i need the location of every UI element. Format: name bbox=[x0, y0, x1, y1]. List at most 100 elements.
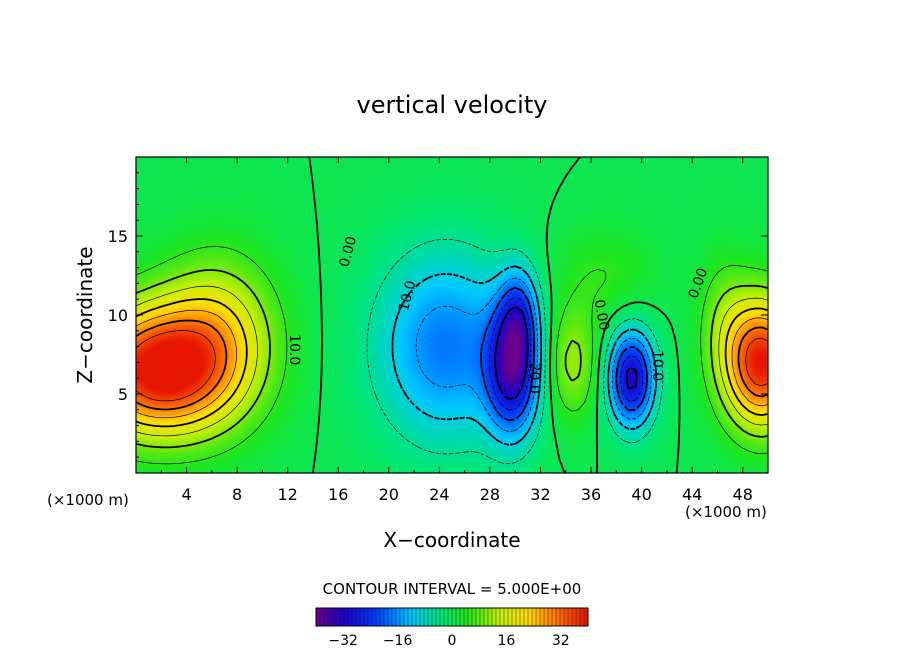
colorbar-cell bbox=[359, 607, 365, 627]
chart-title: vertical velocity bbox=[357, 91, 548, 119]
colorbar-cell bbox=[487, 607, 493, 627]
contour-level-25 bbox=[136, 309, 768, 419]
colorbar-tick-label: 0 bbox=[448, 633, 457, 649]
contour-level-neg15 bbox=[415, 277, 652, 432]
colorbar-cell bbox=[319, 607, 325, 627]
colorbar-cell bbox=[455, 607, 461, 627]
colorbar-tick-label: −32 bbox=[328, 633, 358, 649]
colorbar-cell bbox=[567, 607, 573, 627]
contour-label: 0.00 bbox=[337, 235, 361, 269]
y-tick-label: 5 bbox=[118, 385, 128, 404]
colorbar-cell bbox=[451, 607, 457, 627]
colorbar-cell bbox=[351, 607, 357, 627]
colorbar-cell bbox=[403, 607, 409, 627]
colorbar-cell bbox=[415, 607, 421, 627]
contour-label: 10.0 bbox=[649, 350, 665, 381]
colorbar-cell bbox=[571, 607, 577, 627]
y-tick-label: 15 bbox=[108, 227, 128, 246]
heatmap-field bbox=[136, 157, 768, 473]
x-tick-label: 4 bbox=[181, 485, 191, 504]
colorbar-cell bbox=[523, 607, 529, 627]
colorbar-cell bbox=[407, 607, 413, 627]
colorbar-cell bbox=[339, 607, 345, 627]
colorbar-cell bbox=[491, 607, 497, 627]
contour-interval-text: CONTOUR INTERVAL = 5.000E+00 bbox=[323, 580, 582, 598]
contour-level-neg25 bbox=[489, 296, 644, 411]
contour-label: 10.0 bbox=[396, 279, 420, 313]
colorbar-cell bbox=[467, 607, 473, 627]
y-axis-label: Z−coordinate bbox=[73, 246, 97, 383]
colorbar-cell bbox=[363, 607, 369, 627]
x-tick-label: 44 bbox=[682, 485, 702, 504]
colorbar-cell bbox=[347, 607, 353, 627]
colorbar-cell bbox=[575, 607, 581, 627]
colorbar-cell bbox=[543, 607, 549, 627]
colorbar-cell bbox=[499, 607, 505, 627]
colorbar-cell bbox=[367, 607, 373, 627]
x-tick-label: 48 bbox=[733, 485, 753, 504]
colorbar-cell bbox=[323, 607, 329, 627]
colorbar-cell bbox=[483, 607, 489, 627]
contour-level-10 bbox=[136, 269, 768, 449]
y-tick-label: 10 bbox=[108, 306, 128, 325]
x-tick-label: 16 bbox=[328, 485, 348, 504]
contour-level-15 bbox=[136, 285, 768, 437]
contour-level-35 bbox=[136, 330, 768, 402]
colorbar-cell bbox=[343, 607, 349, 627]
colorbar-frame bbox=[315, 607, 589, 627]
colorbar-cell bbox=[551, 607, 557, 627]
colorbar-cell bbox=[395, 607, 401, 627]
colorbar-cell bbox=[443, 607, 449, 627]
colorbar-cell bbox=[375, 607, 381, 627]
colorbar-cell bbox=[531, 607, 537, 627]
x-tick-label: 24 bbox=[429, 485, 449, 504]
colorbar-cell bbox=[335, 607, 341, 627]
x-tick-label: 28 bbox=[480, 485, 500, 504]
colorbar-cell bbox=[511, 607, 517, 627]
colorbar-tick-label: −16 bbox=[383, 633, 413, 649]
colorbar-cell bbox=[519, 607, 525, 627]
colorbar-cell bbox=[579, 607, 585, 627]
colorbar-cell bbox=[439, 607, 445, 627]
x-tick-label: 32 bbox=[530, 485, 550, 504]
colorbar-cell bbox=[411, 607, 417, 627]
colorbar-cell bbox=[507, 607, 513, 627]
colorbar-cell bbox=[419, 607, 425, 627]
colorbar-cell bbox=[331, 607, 337, 627]
colorbar-tick-label: 32 bbox=[552, 633, 570, 649]
colorbar-cell bbox=[503, 607, 509, 627]
colorbar-cell bbox=[539, 607, 545, 627]
colorbar: −32 −16 0 16 32 bbox=[315, 607, 589, 649]
colorbar-cell bbox=[399, 607, 405, 627]
x-tick-label: 12 bbox=[278, 485, 298, 504]
x-unit-left: (×1000 m) bbox=[47, 491, 129, 509]
colorbar-cell bbox=[471, 607, 477, 627]
colorbar-tick-label: 16 bbox=[497, 633, 515, 649]
colorbar-cell bbox=[527, 607, 533, 627]
colorbar-cell bbox=[431, 607, 437, 627]
colorbar-cell bbox=[387, 607, 393, 627]
contour-level-neg20 bbox=[480, 286, 648, 422]
colorbar-cell bbox=[423, 607, 429, 627]
colorbar-cell bbox=[547, 607, 553, 627]
contour-lines bbox=[136, 157, 768, 473]
colorbar-cell bbox=[427, 607, 433, 627]
x-axis-label: X−coordinate bbox=[383, 528, 520, 552]
contour-level-neg30 bbox=[494, 305, 638, 401]
colorbar-cell bbox=[555, 607, 561, 627]
x-unit-right: (×1000 m) bbox=[685, 503, 767, 521]
colorbar-cell bbox=[475, 607, 481, 627]
contour-label: 10.0 bbox=[286, 334, 302, 365]
colorbar-cell bbox=[535, 607, 541, 627]
colorbar-cell bbox=[391, 607, 397, 627]
contour-level-30 bbox=[136, 319, 768, 411]
colorbar-cell bbox=[563, 607, 569, 627]
colorbar-cell bbox=[459, 607, 465, 627]
colorbar-cell bbox=[447, 607, 453, 627]
x-tick-label: 36 bbox=[581, 485, 601, 504]
x-tick-label: 20 bbox=[379, 485, 399, 504]
contour-level-neg5 bbox=[366, 238, 664, 465]
